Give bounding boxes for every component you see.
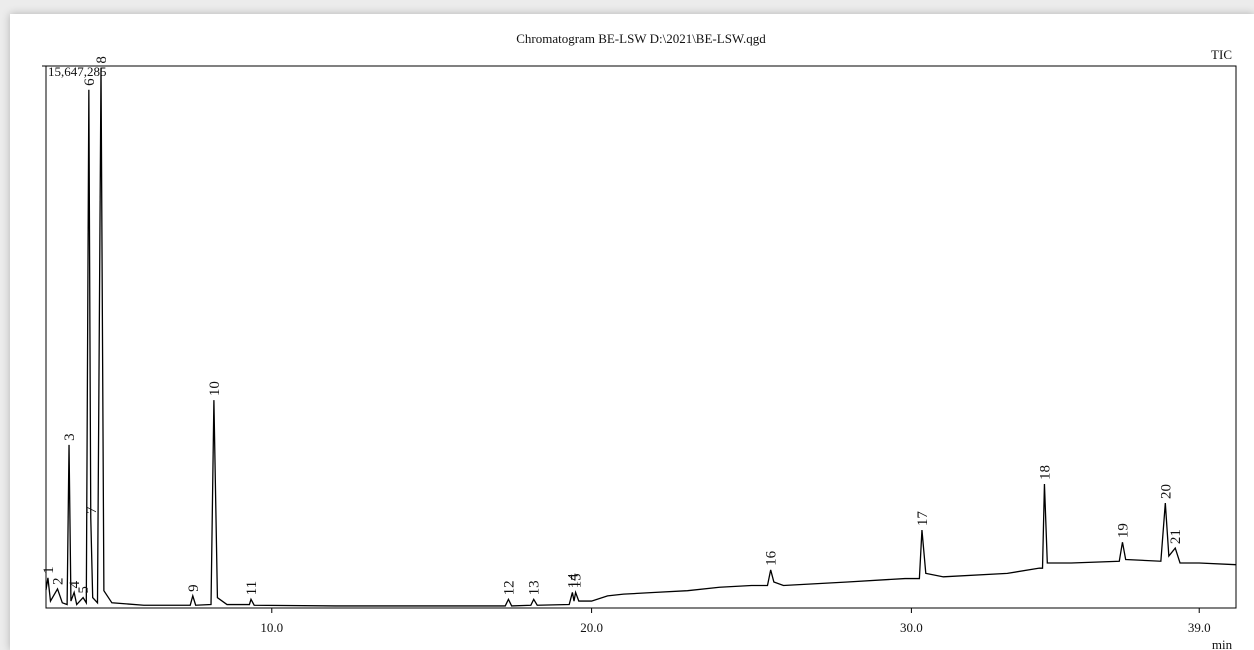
x-tick-label: 30.0 [900,620,923,635]
peak-label: 21 [1168,529,1184,544]
y-tick-label: 15,647,285 [48,64,107,79]
peak-label: 6 [82,78,98,86]
chart-title: Chromatogram BE-LSW D:\2021\BE-LSW.qgd [516,31,766,46]
peak-label: 13 [527,580,543,595]
peak-label: 17 [915,511,931,527]
peak-label: 8 [94,56,110,64]
peak-label: 18 [1037,465,1053,480]
peak-label: 5 [76,586,92,594]
peak-label: 1 [41,566,57,574]
peak-label: 2 [51,577,67,585]
peak-label: 9 [186,584,202,592]
peak-label: 11 [244,581,260,595]
peak-label: 3 [62,433,78,441]
x-axis-label: min [1212,637,1233,650]
x-tick-label: 20.0 [580,620,603,635]
trace [45,67,1237,607]
peak-label: 10 [207,381,223,396]
x-tick-label: 39.0 [1188,620,1211,635]
peak-label: 14 [565,573,581,589]
x-tick-label: 10.0 [260,620,283,635]
peak-label: 19 [1115,523,1131,538]
peak-label: 7 [84,506,100,514]
series-name: TIC [1211,47,1232,62]
peak-label: 12 [501,580,517,595]
peak-label: 4 [67,580,83,588]
peak-label: 20 [1158,484,1174,499]
peak-label: 16 [764,550,780,566]
plot-frame [45,65,1237,609]
peak-label: 15 [569,573,585,588]
